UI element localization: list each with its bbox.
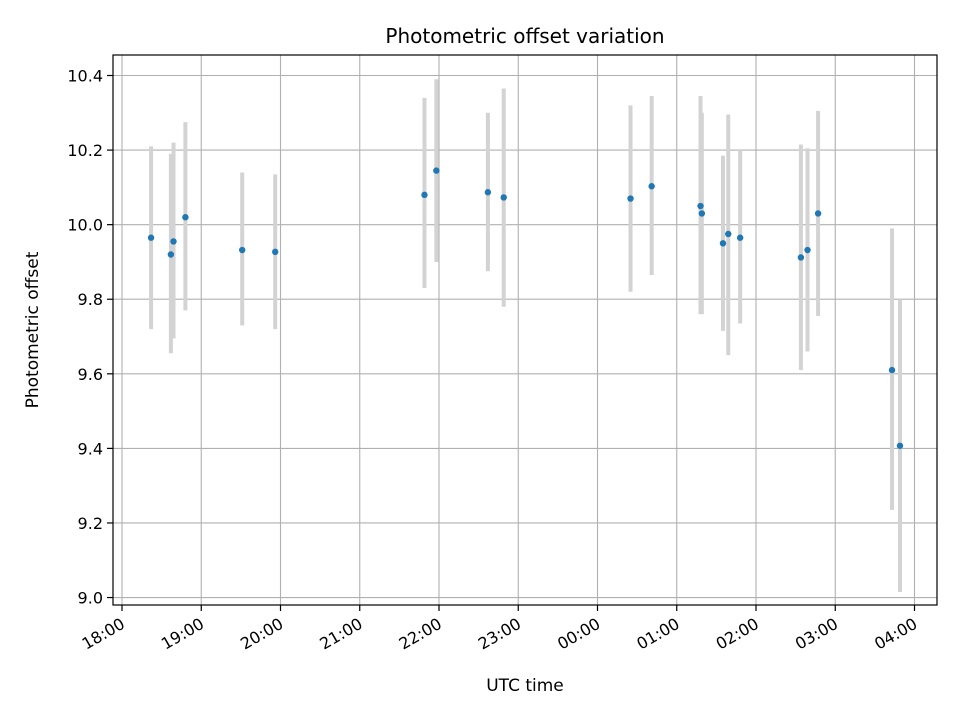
y-tick-label: 10.2 (67, 141, 103, 160)
data-point (814, 210, 822, 217)
data-point (484, 189, 492, 196)
y-tick-label: 9.0 (78, 589, 103, 608)
y-axis-label: Photometric offset (23, 251, 43, 408)
y-axis-ticks: 9.0 9.2 9.4 9.6 9.8 10.0 10.2 10.4 (67, 67, 113, 608)
data-point (736, 234, 744, 241)
y-tick-label: 10.4 (67, 67, 103, 86)
data-point (182, 214, 189, 221)
y-tick-label: 10.0 (67, 216, 103, 235)
data-point (238, 246, 246, 254)
y-tick-label: 9.6 (78, 365, 103, 384)
data-point (627, 195, 634, 202)
data-point (719, 240, 727, 247)
data-point (697, 202, 704, 210)
data-point (698, 210, 706, 217)
data-point (500, 194, 507, 201)
data-point (896, 442, 904, 449)
data-point (272, 248, 279, 256)
grid-lines (113, 55, 937, 605)
data-point (170, 238, 177, 245)
data-point (147, 234, 155, 241)
data-points (147, 167, 904, 449)
data-point (433, 167, 440, 174)
data-point (804, 246, 811, 254)
data-point (421, 191, 428, 199)
plot-area-frame (112, 54, 938, 606)
data-point (797, 254, 805, 261)
data-point (888, 366, 896, 374)
data-point (648, 183, 655, 190)
x-axis-label: UTC time (486, 676, 564, 696)
data-point (167, 251, 175, 258)
y-tick-label: 9.2 (78, 514, 103, 533)
y-tick-label: 9.8 (78, 290, 103, 309)
data-point (725, 230, 732, 238)
y-tick-label: 9.4 (78, 439, 103, 458)
chart-title: Photometric offset variation (385, 24, 664, 48)
